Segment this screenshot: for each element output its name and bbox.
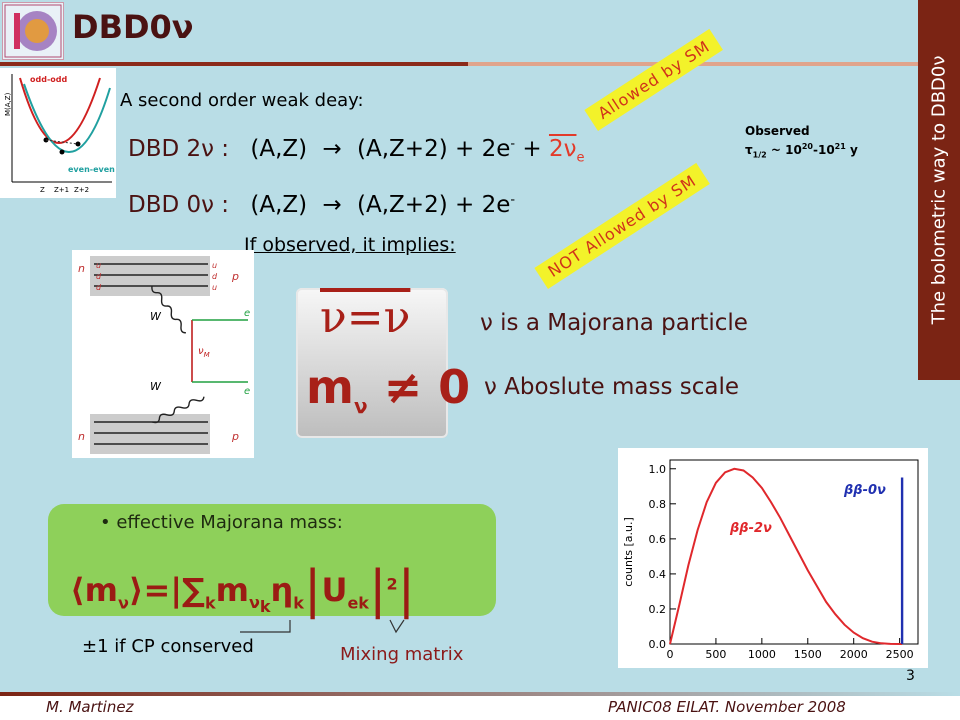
annotation-arrows — [240, 619, 405, 634]
eq-2nu-plus: + — [522, 136, 542, 162]
legend-0nu: ββ-0ν — [843, 483, 886, 498]
page-number: 3 — [906, 668, 915, 684]
energy-spectrum-chart: 0.0 0.2 0.4 0.6 0.8 1.0 0 500 1000 1500 2000 2500 co… — [618, 448, 928, 668]
y-tick-label: 0.8 — [649, 498, 667, 511]
feyn-quark-d: d — [96, 272, 102, 281]
equation-2nu: DBD 2ν : (A,Z) → (A,Z+2) + 2e- + 2νe — [128, 136, 584, 166]
inset-x1: Z — [40, 186, 45, 194]
eq-0nu-sup: - — [510, 192, 516, 208]
feyn-w-top: W — [150, 310, 162, 323]
y-tick-label: 1.0 — [649, 463, 667, 476]
implies-label: If observed, it implies: — [244, 234, 456, 256]
sidebar: The bolometric way to DBD0ν — [918, 0, 960, 380]
x-tick-label: 2500 — [886, 648, 914, 661]
eq-0nu-arrow: → — [322, 192, 342, 218]
x-tick-label: 500 — [705, 648, 726, 661]
feyn-p-top: p — [231, 270, 239, 283]
mass-not-zero: mν ≠ 0 — [306, 360, 471, 419]
y-tick-label: 0.4 — [649, 568, 667, 581]
y-tick-label: 0.0 — [649, 638, 667, 651]
effective-mass-label: • effective Majorana mass: — [100, 512, 343, 533]
y-axis-label: counts [a.u.] — [622, 517, 635, 587]
feyn-quark-u: u — [96, 261, 101, 270]
title-rule — [0, 62, 468, 66]
inset-ylabel: M(A,Z) — [4, 92, 12, 116]
logo — [2, 2, 64, 60]
majorana-box — [296, 288, 448, 438]
feyn-quark-d2: d — [96, 283, 102, 292]
x-tick-label: 1500 — [794, 648, 822, 661]
footer: M. Martinez PANIC08 EILAT. November 2008 — [0, 692, 960, 720]
odd-odd-label: odd-odd — [30, 75, 67, 84]
tag-allowed-by-sm: Allowed by SM — [584, 28, 724, 131]
mixing-label: Mixing matrix — [340, 644, 464, 665]
feyn-p-bottom: p — [231, 430, 239, 443]
feyn-n-top: n — [78, 262, 85, 275]
legend-2nu: ββ-2ν — [729, 521, 772, 536]
eq-2nu-antinu-sub: e — [576, 150, 585, 166]
feyn-quark-d-out: d — [212, 272, 218, 281]
feyn-w-bottom: W — [150, 380, 162, 393]
x-tick-label: 0 — [667, 648, 674, 661]
eq-2nu-lhs: (A,Z) — [250, 136, 308, 162]
feyn-n-bottom: n — [78, 430, 85, 443]
eq-2nu-rhs: (A,Z+2) + 2e — [357, 136, 511, 162]
eq-2nu-sup: - — [510, 136, 516, 152]
effective-mass-box — [48, 504, 496, 616]
feyn-e-bottom: e — [244, 386, 250, 397]
bullet-majorana: ν is a Majorana particle — [480, 310, 748, 336]
observed-tau-sub: 1/2 — [752, 150, 767, 160]
series-2nu-line — [669, 467, 903, 645]
y-tick-label: 0.6 — [649, 533, 667, 546]
tag-not-allowed-by-sm: NOT Allowed by SM — [534, 162, 710, 289]
footer-conference: PANIC08 EILAT. November 2008 — [608, 698, 846, 716]
even-even-label: even-even — [68, 165, 115, 174]
observed-unit: y — [845, 143, 858, 157]
observed-value: ~ 10 — [766, 143, 802, 157]
eq-0nu-lhs: (A,Z) — [250, 192, 308, 218]
cp-label: ±1 if CP conserved — [82, 636, 254, 657]
feyn-quark-u-out2: u — [212, 283, 217, 292]
nu-equals-antinu: ν=ν — [320, 292, 411, 343]
observed-dash: -10 — [812, 143, 835, 157]
eq-2nu-arrow: → — [322, 136, 342, 162]
eq-2nu-label: DBD 2ν : — [128, 136, 230, 162]
observed-sup2: 21 — [834, 142, 846, 151]
feyn-quark-u-out: u — [212, 261, 217, 270]
feyn-e-top: e — [244, 308, 250, 319]
eq-0nu-label: DBD 0ν : — [128, 192, 230, 218]
observed-label: Observed — [745, 124, 810, 138]
feynman-diagram: n n p p W W νM e e u d d u d u — [72, 250, 254, 458]
inset-x3: Z+2 — [74, 186, 89, 194]
eq-0nu-rhs: (A,Z+2) + 2e — [357, 192, 511, 218]
observed-sup1: 20 — [801, 142, 813, 151]
sidebar-text: The bolometric way to DBD0ν — [928, 55, 950, 325]
x-tick-label: 2000 — [840, 648, 868, 661]
subtitle: A second order weak deay: — [120, 90, 364, 111]
slide-title: DBD0ν — [72, 8, 194, 46]
bullet-mass-scale: ν Aboslute mass scale — [484, 374, 740, 400]
inset-x2: Z+1 — [54, 186, 69, 194]
equation-0nu: DBD 0ν : (A,Z) → (A,Z+2) + 2e- — [128, 192, 515, 218]
footer-author: M. Martinez — [46, 698, 134, 716]
feyn-nu-m: νM — [198, 346, 210, 359]
observed-tau: τ — [745, 143, 753, 157]
mass-parabola-inset: odd-odd even-even M(A,Z) Z Z+1 Z+2 — [0, 68, 116, 198]
plot-frame — [669, 459, 919, 645]
effective-mass-formula: ⟨mν⟩=|∑kmνkηk|Uek|2| — [70, 560, 416, 620]
observed-halflife: Observed τ1/2 ~ 1020-1021 y — [745, 124, 858, 162]
x-tick-label: 1000 — [748, 648, 776, 661]
eq-2nu-antinu: 2ν — [548, 136, 577, 162]
y-tick-label: 0.2 — [649, 603, 667, 616]
